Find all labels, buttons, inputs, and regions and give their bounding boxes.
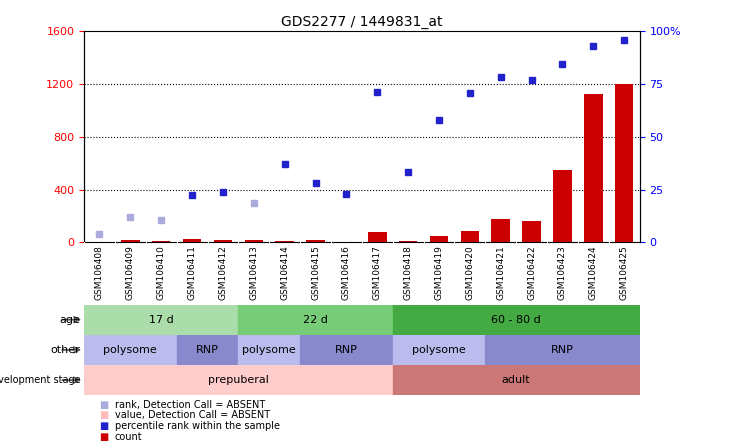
Text: GSM106408: GSM106408 bbox=[95, 246, 104, 301]
Bar bbox=[553, 170, 572, 242]
Text: development stage: development stage bbox=[0, 375, 80, 385]
Bar bbox=[491, 218, 510, 242]
Bar bbox=[393, 305, 640, 335]
Text: 17 d: 17 d bbox=[149, 315, 173, 325]
Text: percentile rank within the sample: percentile rank within the sample bbox=[115, 421, 280, 431]
Text: GSM106425: GSM106425 bbox=[620, 246, 629, 300]
Text: other: other bbox=[50, 345, 80, 355]
Bar bbox=[152, 241, 170, 242]
Text: age: age bbox=[59, 315, 80, 325]
Text: prepuberal: prepuberal bbox=[208, 375, 269, 385]
Bar bbox=[393, 335, 485, 365]
Title: GDS2277 / 1449831_at: GDS2277 / 1449831_at bbox=[281, 15, 442, 29]
Text: GSM106416: GSM106416 bbox=[342, 246, 351, 301]
Text: adult: adult bbox=[502, 375, 531, 385]
Text: GSM106421: GSM106421 bbox=[496, 246, 505, 300]
Text: GSM106410: GSM106410 bbox=[156, 246, 166, 301]
Text: ■: ■ bbox=[99, 432, 108, 442]
Text: GSM106417: GSM106417 bbox=[373, 246, 382, 301]
Bar bbox=[183, 239, 201, 242]
Text: ■: ■ bbox=[99, 410, 108, 420]
Text: GSM106409: GSM106409 bbox=[126, 246, 135, 301]
Bar bbox=[84, 305, 238, 335]
Bar bbox=[393, 365, 640, 395]
Bar bbox=[399, 241, 417, 242]
Bar bbox=[84, 335, 177, 365]
Bar bbox=[523, 221, 541, 242]
Bar bbox=[238, 335, 300, 365]
Bar bbox=[368, 232, 387, 242]
Text: ■: ■ bbox=[99, 421, 108, 431]
Text: GSM106412: GSM106412 bbox=[219, 246, 227, 300]
Text: value, Detection Call = ABSENT: value, Detection Call = ABSENT bbox=[115, 410, 270, 420]
Bar bbox=[300, 335, 393, 365]
Text: GSM106419: GSM106419 bbox=[434, 246, 444, 301]
Text: rank, Detection Call = ABSENT: rank, Detection Call = ABSENT bbox=[115, 400, 265, 410]
Text: polysome: polysome bbox=[243, 345, 296, 355]
Text: GSM106422: GSM106422 bbox=[527, 246, 536, 300]
Bar bbox=[84, 365, 393, 395]
Text: ■: ■ bbox=[99, 400, 108, 410]
Bar bbox=[213, 240, 232, 242]
Text: GSM106415: GSM106415 bbox=[311, 246, 320, 301]
Bar bbox=[306, 240, 325, 242]
Text: RNP: RNP bbox=[551, 345, 574, 355]
Bar bbox=[276, 241, 294, 242]
Bar bbox=[177, 335, 238, 365]
Text: polysome: polysome bbox=[412, 345, 466, 355]
Bar bbox=[430, 236, 448, 242]
Bar bbox=[584, 95, 602, 242]
Bar bbox=[615, 84, 634, 242]
Text: count: count bbox=[115, 432, 143, 442]
Text: GSM106413: GSM106413 bbox=[249, 246, 258, 301]
Bar bbox=[238, 305, 393, 335]
Text: RNP: RNP bbox=[196, 345, 219, 355]
Text: GSM106414: GSM106414 bbox=[280, 246, 289, 300]
Text: 60 - 80 d: 60 - 80 d bbox=[491, 315, 541, 325]
Text: polysome: polysome bbox=[104, 345, 157, 355]
Text: GSM106411: GSM106411 bbox=[188, 246, 197, 301]
Text: 22 d: 22 d bbox=[303, 315, 328, 325]
Bar bbox=[461, 230, 479, 242]
Bar bbox=[485, 335, 640, 365]
Text: GSM106424: GSM106424 bbox=[589, 246, 598, 300]
Bar bbox=[245, 241, 263, 242]
Bar bbox=[121, 241, 140, 242]
Text: GSM106423: GSM106423 bbox=[558, 246, 567, 300]
Text: GSM106420: GSM106420 bbox=[466, 246, 474, 300]
Text: RNP: RNP bbox=[335, 345, 358, 355]
Text: GSM106418: GSM106418 bbox=[404, 246, 412, 301]
